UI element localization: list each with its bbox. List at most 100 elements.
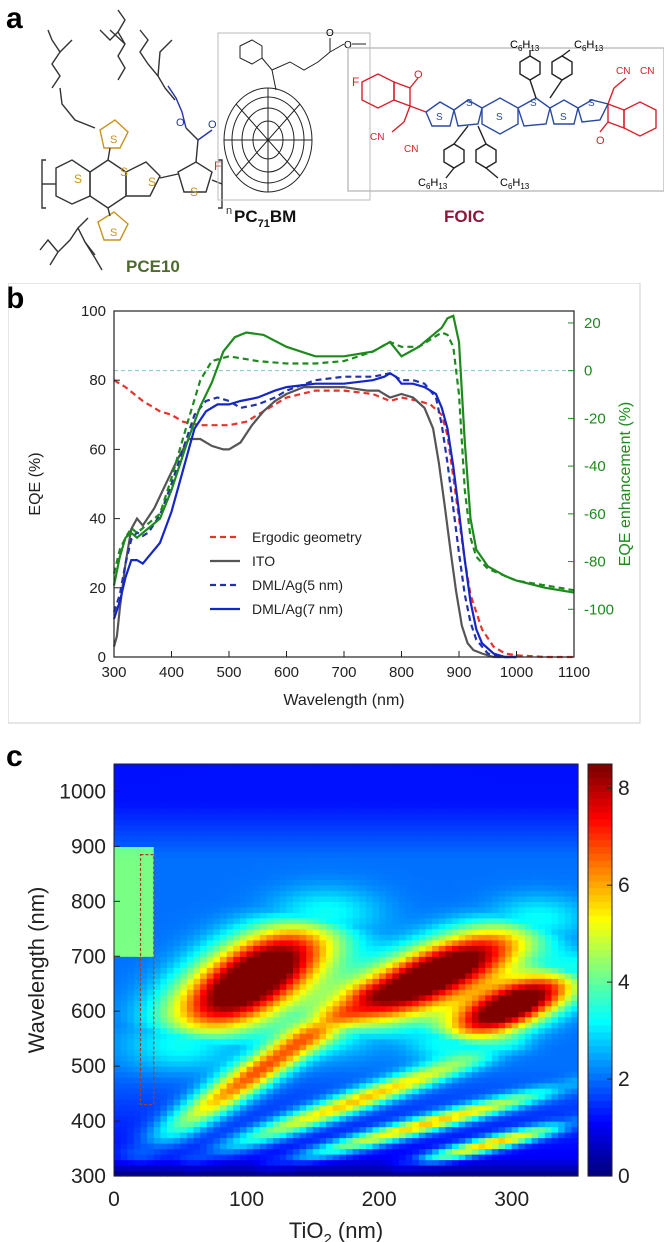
heatmap-cell [432, 972, 440, 979]
heatmap-cell [306, 972, 314, 979]
heatmap-cell [432, 901, 440, 908]
heatmap-cell [167, 901, 175, 908]
heatmap-cell [379, 1126, 387, 1133]
heatmap-cell [445, 912, 453, 919]
heatmap-cell [213, 989, 221, 996]
y-tick-label-b: 100 [81, 303, 106, 320]
heatmap-cell [385, 1071, 393, 1078]
heatmap-cell [326, 1121, 334, 1128]
heatmap-cell [359, 802, 367, 809]
heatmap-cell [385, 791, 393, 798]
heatmap-cell [246, 873, 254, 880]
heatmap-cell [385, 967, 393, 974]
heatmap-cell [266, 912, 274, 919]
heatmap-cell [220, 1099, 228, 1106]
heatmap-cell [491, 1044, 500, 1051]
heatmap-cell [133, 906, 142, 913]
heatmap-cell [279, 950, 287, 957]
heatmap-cell [438, 1110, 447, 1117]
heatmap-cell [180, 901, 188, 908]
heatmap-cell [485, 846, 493, 853]
heatmap-cell [306, 780, 314, 787]
heatmap-cell [193, 879, 201, 886]
heatmap-cell [140, 851, 148, 858]
heatmap-chart: 0 100 200 3003004005006007008009001000TiO2 … [24, 763, 630, 1242]
heatmap-cell [319, 796, 327, 804]
heatmap-cell [379, 764, 387, 771]
heatmap-cell [498, 961, 506, 968]
heatmap-cell [524, 1170, 533, 1177]
heatmap-cell [379, 824, 387, 831]
heatmap-cell [246, 846, 254, 853]
heatmap-cell [160, 983, 168, 990]
heatmap-cell [432, 1170, 440, 1177]
heatmap-cell [279, 851, 287, 858]
heatmap-cell [379, 1154, 387, 1161]
heatmap-cell [518, 901, 526, 908]
heatmap-cell [319, 764, 327, 771]
heatmap-cell [160, 917, 168, 924]
heatmap-cell [359, 1066, 367, 1073]
heatmap-cell [491, 1132, 500, 1139]
heatmap-cell [180, 868, 188, 875]
heatmap-cell [259, 879, 268, 886]
heatmap-cell [524, 1077, 533, 1084]
heatmap-cell [458, 901, 466, 908]
heatmap-cell [167, 917, 175, 924]
heatmap-cell [226, 807, 234, 815]
heatmap-cell [405, 857, 413, 864]
heatmap-cell [465, 785, 473, 793]
heatmap-cell [458, 846, 466, 853]
heatmap-cell [120, 873, 128, 880]
heatmap-cell [160, 769, 168, 776]
foic-atom-s-4: S [530, 98, 537, 109]
heatmap-cell [226, 1088, 234, 1095]
heatmap-cell [114, 1005, 122, 1012]
foic-atom-s-1: S [436, 112, 443, 123]
heatmap-cell [246, 1126, 254, 1133]
heatmap-cell [498, 1016, 506, 1023]
heatmap-cell [432, 1154, 440, 1161]
heatmap-cell [511, 1000, 519, 1007]
heatmap-cell [133, 972, 142, 979]
heatmap-cell [518, 1044, 526, 1051]
heatmap-cell [253, 994, 261, 1001]
heatmap-cell [186, 1022, 195, 1029]
heatmap-cell [266, 1132, 274, 1139]
heatmap-cell [352, 1005, 360, 1012]
pc71bm-label: PC71BM [234, 207, 296, 230]
heatmap-cell [140, 1159, 148, 1166]
heatmap-cell [286, 1104, 294, 1111]
heatmap-cell [524, 1148, 533, 1155]
heatmap-cell [213, 813, 221, 820]
heatmap-cell [153, 1011, 161, 1018]
heatmap-cell [458, 1071, 466, 1078]
heatmap-cell [478, 785, 486, 793]
heatmap-cell [173, 829, 181, 837]
heatmap-cell [399, 769, 407, 776]
heatmap-cell [438, 934, 447, 941]
heatmap-cell [299, 923, 307, 930]
heatmap-cell [319, 950, 327, 957]
heatmap-cell [491, 818, 500, 826]
heatmap-cell [186, 945, 195, 952]
heatmap-cell [498, 780, 506, 787]
heatmap-cell [465, 857, 473, 864]
heatmap-cell [312, 1049, 321, 1056]
heatmap-cell [538, 967, 546, 974]
heatmap-cell [359, 906, 367, 913]
heatmap-cell [365, 1044, 374, 1051]
heatmap-cell [418, 994, 427, 1001]
heatmap-cell [339, 846, 347, 853]
heatmap-cell [392, 873, 400, 880]
heatmap-cell [286, 1088, 294, 1095]
heatmap-cell [372, 1170, 380, 1177]
heatmap-cell [253, 829, 261, 837]
heatmap-cell [167, 989, 175, 996]
heatmap-cell [279, 1066, 287, 1073]
heatmap-cell [452, 1104, 460, 1111]
heatmap-cell [292, 851, 301, 858]
heatmap-cell [246, 879, 254, 886]
heatmap-cell [319, 1115, 327, 1122]
heatmap-cell [346, 934, 354, 941]
